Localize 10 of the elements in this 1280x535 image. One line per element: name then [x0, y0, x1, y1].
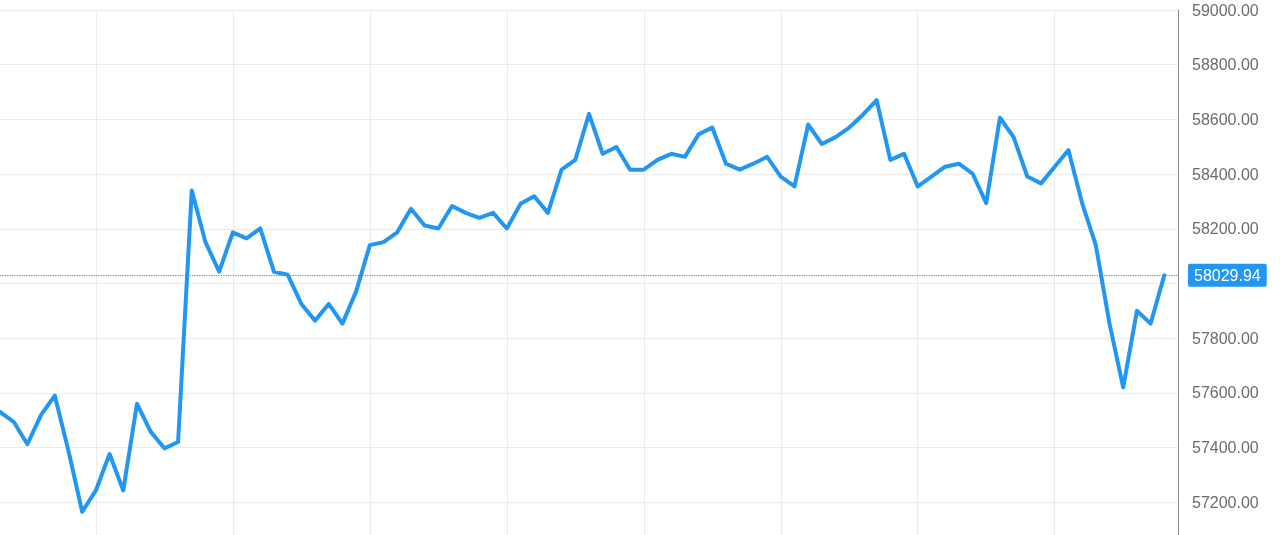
y-tick-label: 58200.00 [1192, 220, 1259, 238]
y-tick-label: 58800.00 [1192, 56, 1259, 74]
y-tick-label: 59000.00 [1192, 1, 1259, 19]
y-tick-label: 58400.00 [1192, 165, 1259, 183]
y-tick-label: 58600.00 [1192, 110, 1259, 128]
y-tick-label: 57600.00 [1192, 384, 1259, 402]
y-tick-label: 57400.00 [1192, 439, 1259, 456]
y-tick-label: 57800.00 [1192, 329, 1259, 347]
ref-line-label: 58029.94 [1194, 266, 1261, 284]
y-tick-label: 57200.00 [1192, 493, 1259, 511]
